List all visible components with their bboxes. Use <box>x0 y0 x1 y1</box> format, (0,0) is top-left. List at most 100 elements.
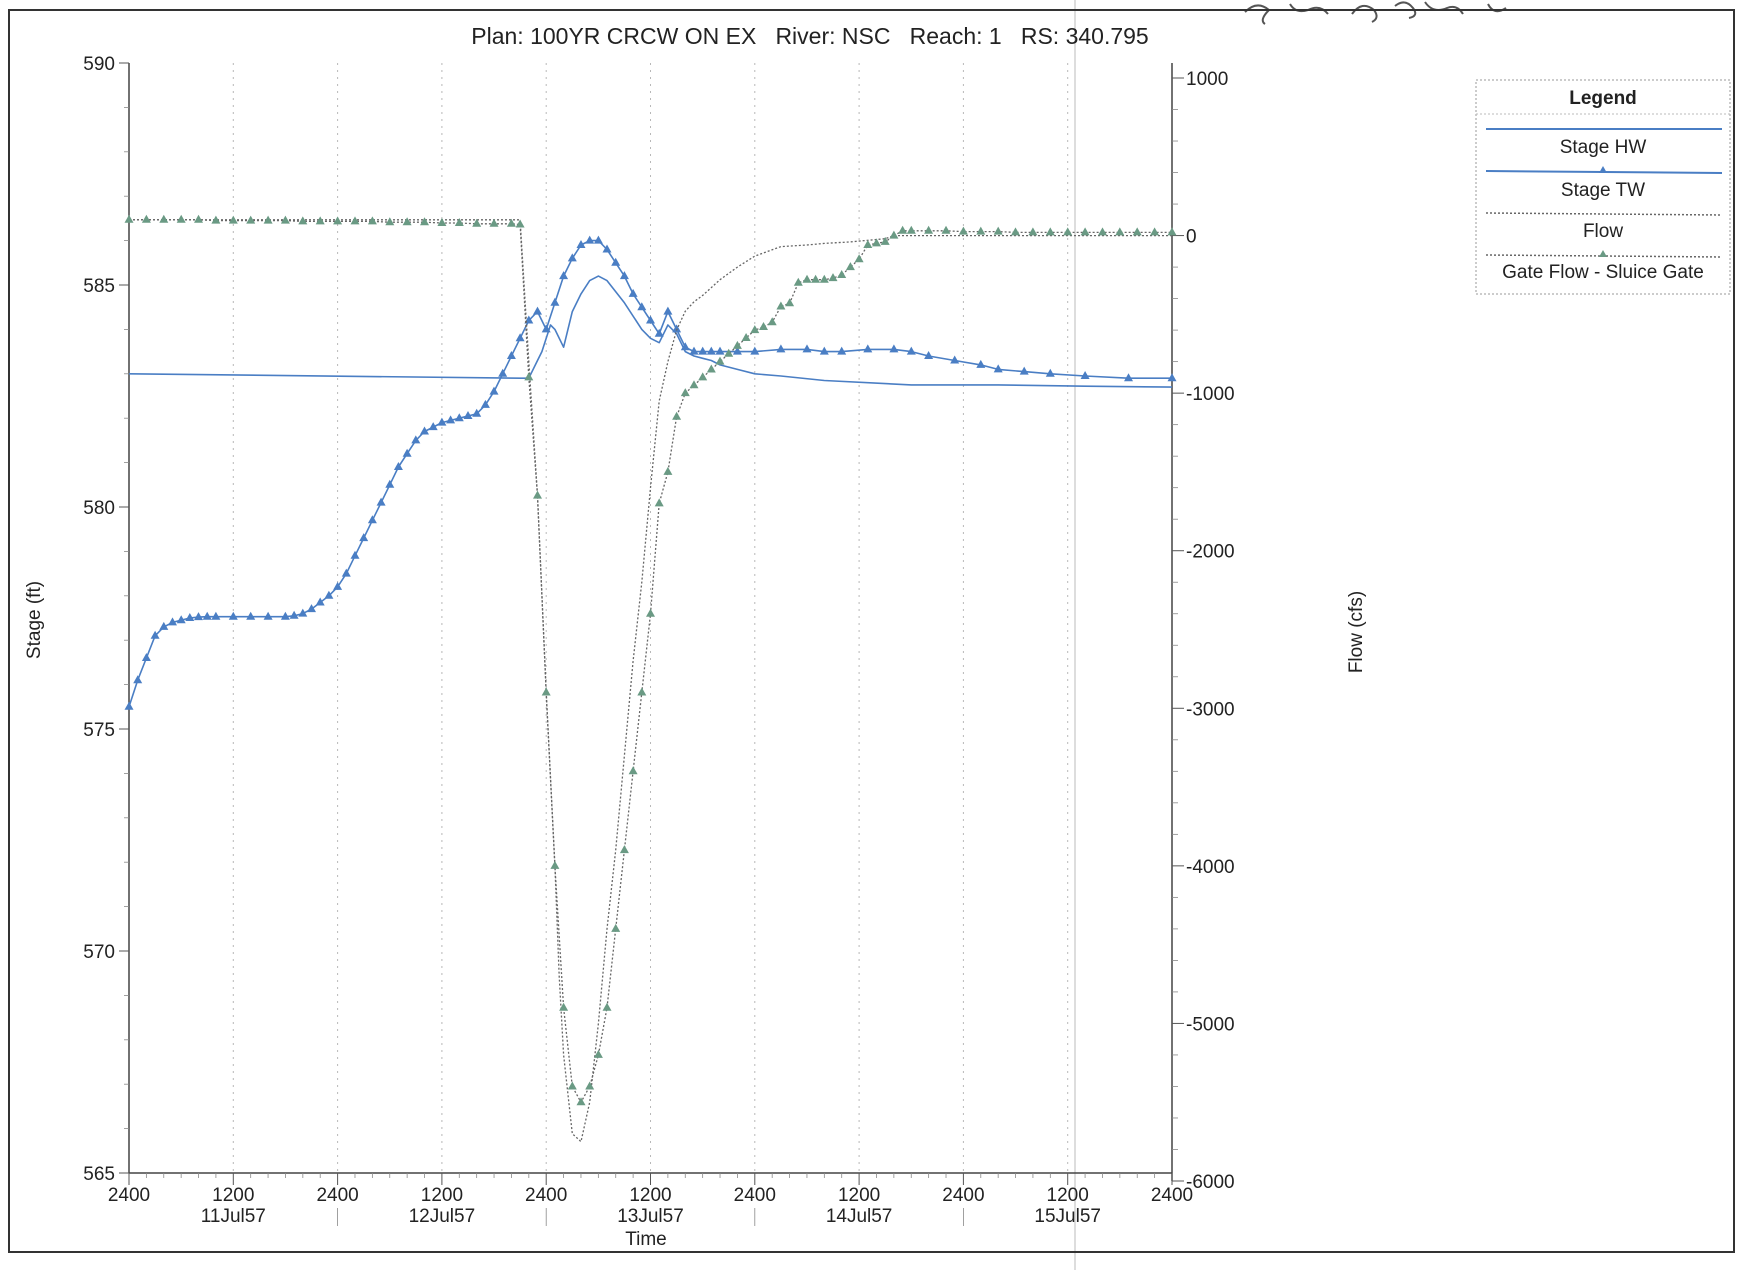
series-point-gate-flow-sluice-gate <box>333 216 343 225</box>
series-point-gate-flow-sluice-gate <box>533 490 542 499</box>
series-point-gate-flow-sluice-gate <box>454 218 464 226</box>
series-point-gate-flow-sluice-gate <box>367 216 377 225</box>
series-point-stage-tw <box>619 271 629 280</box>
series-point-gate-flow-sluice-gate <box>776 301 786 310</box>
series-point-gate-flow-sluice-gate <box>724 348 734 357</box>
legend-swatch-flow <box>1485 212 1723 216</box>
series-point-stage-tw <box>663 306 673 315</box>
right-axis-ticks: 1000 0 -1000 -2000 -3000 -4000 -5000 -6000 <box>1172 69 1235 1193</box>
series-point-gate-flow-sluice-gate <box>854 254 864 263</box>
bottom-tick-time-label: 1200 <box>838 1185 880 1206</box>
series-point-stage-tw <box>393 462 403 470</box>
series-point-stage-tw <box>1080 371 1090 379</box>
right-tick-label: -4000 <box>1186 857 1235 878</box>
right-tick-label: -3000 <box>1186 699 1235 720</box>
series-point-stage-tw <box>341 568 351 577</box>
series-point-stage-tw <box>802 344 812 353</box>
series-point-stage-tw <box>889 344 899 353</box>
bottom-tick-time-label: 2400 <box>942 1185 984 1206</box>
series-point-gate-flow-sluice-gate <box>802 274 812 283</box>
series-point-gate-flow-sluice-gate <box>350 216 360 225</box>
series-point-gate-flow-sluice-gate <box>541 687 551 696</box>
series-point-gate-flow-sluice-gate <box>689 380 699 389</box>
series-point-gate-flow-sluice-gate <box>593 1049 603 1058</box>
series-point-gate-flow-sluice-gate <box>506 218 516 227</box>
series-point-stage-tw <box>698 346 708 355</box>
series-point-gate-flow-sluice-gate <box>715 356 725 365</box>
series-point-gate-flow-sluice-gate <box>976 226 986 235</box>
series-point-stage-tw <box>420 426 429 435</box>
series-point-stage-tw <box>402 448 412 457</box>
left-axis-ticks: 590 585 580 575 570 565 <box>83 54 129 1185</box>
right-tick-label: 0 <box>1186 227 1197 248</box>
bottom-tick-date-label: 12Jul57 <box>409 1206 476 1227</box>
series-point-gate-flow-sluice-gate <box>698 372 708 381</box>
series-point-gate-flow-sluice-gate <box>646 608 655 617</box>
series-point-stage-tw <box>411 435 421 444</box>
series-point-stage-tw <box>672 324 682 333</box>
series-point-gate-flow-sluice-gate <box>602 1002 612 1011</box>
bottom-tick-time-label: 2400 <box>1151 1185 1193 1206</box>
series-point-stage-tw <box>950 355 960 364</box>
series-point-stage-tw <box>976 359 986 368</box>
series-point-gate-flow-sluice-gate <box>680 388 690 397</box>
series-point-gate-flow-sluice-gate <box>437 218 447 226</box>
series-point-gate-flow-sluice-gate <box>941 225 951 234</box>
bottom-tick-date-label: 11Jul57 <box>201 1206 266 1227</box>
series-point-stage-tw <box>515 333 525 342</box>
bottom-tick-date-label: 14Jul57 <box>826 1206 893 1227</box>
series-point-stage-tw <box>611 257 621 266</box>
series-point-gate-flow-sluice-gate <box>845 262 855 271</box>
legend: Legend Stage HW Stage TW Flow Gate Flow … <box>1475 79 1731 295</box>
series-point-gate-flow-sluice-gate <box>515 219 525 228</box>
left-tick-label: 570 <box>83 942 115 963</box>
series-point-gate-flow-sluice-gate <box>298 216 308 225</box>
series-point-stage-tw <box>819 346 829 355</box>
bottom-tick-time-label: 2400 <box>316 1185 358 1206</box>
series-point-stage-tw <box>454 413 464 422</box>
legend-label-stage-tw: Stage TW <box>1561 180 1645 201</box>
series-point-gate-flow-sluice-gate <box>819 274 829 283</box>
series-point-stage-tw <box>924 351 934 359</box>
series-point-stage-tw <box>628 288 638 297</box>
series-point-stage-tw <box>350 550 360 559</box>
series-point-stage-tw <box>168 617 177 626</box>
legend-label-gate-flow: Gate Flow - Sluice Gate <box>1502 262 1704 283</box>
bottom-tick-date-label: 13Jul57 <box>617 1206 684 1227</box>
legend-swatch-gate-flow <box>1485 254 1723 258</box>
series-point-stage-tw <box>498 368 508 377</box>
series-point-gate-flow-sluice-gate <box>1063 227 1073 236</box>
series-point-gate-flow-sluice-gate <box>872 238 881 247</box>
series-point-gate-flow-sluice-gate <box>672 411 682 420</box>
series-point-gate-flow-sluice-gate <box>863 240 873 248</box>
series-point-stage-tw <box>715 346 725 355</box>
series-point-stage-tw <box>211 611 221 620</box>
series-point-gate-flow-sluice-gate <box>159 214 169 223</box>
series-point-gate-flow-sluice-gate <box>194 214 203 223</box>
series-point-stage-tw <box>654 328 664 337</box>
legend-title: Legend <box>1569 88 1637 109</box>
legend-marker-gate-flow <box>1599 250 1607 257</box>
series-point-stage-tw <box>863 344 873 353</box>
series-point-gate-flow-sluice-gate <box>793 277 803 286</box>
series-point-stage-tw <box>446 415 456 424</box>
series-point-gate-flow-sluice-gate <box>124 214 134 223</box>
series-point-stage-tw <box>333 581 343 590</box>
series-point-stage-tw <box>550 297 560 306</box>
series-point-gate-flow-sluice-gate <box>785 298 795 307</box>
series-point-stage-tw <box>1167 373 1177 382</box>
series-point-stage-tw <box>576 240 586 248</box>
series-point-stage-tw <box>150 630 160 639</box>
series-point-gate-flow-sluice-gate <box>141 214 151 223</box>
series-point-gate-flow-sluice-gate <box>906 225 916 234</box>
series-point-stage-tw <box>637 302 647 311</box>
series-point-gate-flow-sluice-gate <box>637 687 647 696</box>
series-point-gate-flow-sluice-gate <box>706 364 716 373</box>
right-tick-label: -1000 <box>1186 384 1235 405</box>
series-point-stage-tw <box>680 342 690 351</box>
series-point-stage-tw <box>228 611 238 620</box>
series-point-stage-tw <box>280 611 290 620</box>
series-point-gate-flow-sluice-gate <box>993 226 1003 235</box>
series-point-stage-tw <box>463 411 473 419</box>
